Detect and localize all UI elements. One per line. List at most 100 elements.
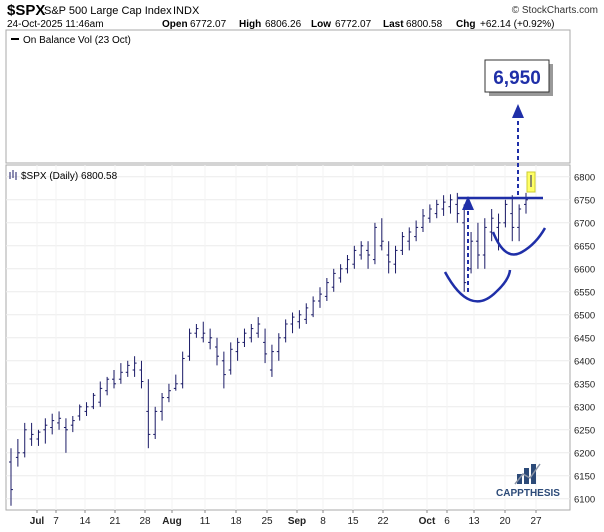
x-tick-label: Jul	[30, 516, 45, 527]
ohlc-bar	[166, 383, 171, 403]
annotation-layer: 6,950	[443, 59, 553, 303]
ohlc-bar	[132, 356, 137, 377]
y-tick-label: 6400	[574, 356, 595, 367]
ohlc-bar	[331, 268, 336, 292]
ohlc-bar	[215, 337, 219, 366]
index-name: S&P 500 Large Cap Index	[44, 5, 172, 17]
exchange: INDX	[173, 5, 200, 17]
ohlc-bar	[105, 376, 110, 396]
ohlc-bar	[524, 192, 528, 214]
ohlc-bar	[173, 374, 178, 391]
ohlc-bar	[9, 448, 13, 506]
y-tick-label: 6550	[574, 287, 595, 298]
watermark: © StockCharts.com	[512, 5, 598, 16]
y-tick-label: 6100	[574, 494, 595, 505]
y-tick-label: 6450	[574, 333, 595, 344]
ohlc-bar	[407, 227, 412, 251]
ohlc-bar	[77, 404, 82, 421]
ohlc-bar	[208, 328, 213, 350]
ohlc-bar	[228, 342, 233, 375]
x-tick-label: 8	[320, 516, 326, 527]
ohlc-bar	[50, 413, 55, 435]
ohlc-bar	[22, 422, 27, 458]
y-tick-label: 6250	[574, 425, 595, 436]
ohlc-bar	[414, 220, 419, 242]
ohlc-bar	[345, 255, 350, 274]
ohlc-bar	[249, 324, 254, 343]
target-box	[484, 59, 550, 93]
ohlc-bar	[338, 264, 343, 283]
ohlc-bar	[393, 245, 398, 274]
ohlc-bar	[160, 393, 165, 421]
ohlc-bar	[153, 406, 158, 439]
ohlc-bar	[235, 337, 240, 361]
low-label: Low	[311, 19, 331, 30]
ohlc-bar	[352, 245, 357, 269]
ohlc-bar	[386, 241, 391, 274]
cup-large-arc	[443, 269, 512, 303]
x-tick-label: Aug	[162, 516, 181, 527]
y-axis: 6100 6150 6200 6250 6300 6350 6400 6450 6500 6550…	[574, 172, 595, 505]
high-label: High	[239, 19, 261, 30]
open-label: Open	[162, 19, 188, 30]
ohlc-bar	[63, 418, 68, 453]
logo-text: CAPPTHESIS	[496, 488, 560, 499]
ohlc-bar	[118, 363, 123, 384]
ohlc-bar	[311, 296, 316, 318]
chg-label: Chg	[456, 19, 475, 30]
cup-small-arc	[491, 227, 547, 256]
x-tick-label: 27	[530, 516, 542, 527]
chg-value: +62.14 (+0.92%)	[480, 19, 555, 30]
y-tick-label: 6700	[574, 218, 595, 229]
x-tick-label: 28	[139, 516, 151, 527]
ohlc-bar	[98, 381, 103, 407]
ohlc-bar	[434, 199, 439, 219]
ohlc-bar	[510, 195, 515, 242]
price-legend-icon	[9, 170, 17, 180]
high-value: 6806.26	[265, 19, 302, 30]
x-tick-label: 25	[261, 516, 273, 527]
ohlc-bar	[372, 222, 377, 265]
ohlc-bar	[427, 204, 432, 223]
target-arrowhead	[512, 104, 524, 118]
y-tick-label: 6300	[574, 402, 595, 413]
ohlc-bar	[517, 204, 522, 242]
ohlc-bar	[43, 418, 48, 444]
x-tick-label: 7	[53, 516, 59, 527]
ohlc-bar	[304, 303, 309, 324]
ohlc-bar	[269, 344, 274, 377]
y-tick-label: 6750	[574, 195, 595, 206]
x-tick-label: 20	[499, 516, 511, 527]
ohlc-bar	[201, 321, 206, 343]
ohlc-bars	[9, 192, 528, 506]
y-tick-label: 6500	[574, 310, 595, 321]
ohlc-bar	[242, 328, 247, 347]
ohlc-bar	[283, 319, 288, 343]
y-tick-label: 6600	[574, 264, 595, 275]
ohlc-bar	[91, 393, 96, 410]
y-tick-label: 6650	[574, 241, 595, 252]
ohlc-bar	[489, 209, 494, 242]
y-tick-label: 6350	[574, 379, 595, 390]
last-label: Last	[383, 19, 404, 30]
ohlc-bar	[366, 241, 371, 269]
ohlc-bar	[469, 232, 474, 274]
ohlc-bar	[36, 429, 41, 446]
ohlc-bar	[482, 218, 487, 269]
open-value: 6772.07	[190, 19, 227, 30]
ohlc-bar	[276, 333, 281, 361]
y-tick-label: 6800	[574, 172, 595, 183]
ohlc-bar	[139, 360, 144, 389]
obv-legend: On Balance Vol (23 Oct)	[23, 35, 131, 46]
x-axis: Jul 7 14 21 28 Aug 11 18 25 Sep 8 15 22 Oct 6 13 20 27	[30, 510, 542, 527]
ohlc-bar	[503, 199, 508, 228]
ohlc-bar	[84, 402, 89, 416]
x-tick-label: 13	[468, 516, 480, 527]
y-tick-label: 6200	[574, 448, 595, 459]
ohlc-bar	[263, 328, 268, 364]
ohlc-bar	[462, 204, 467, 292]
ohlc-bar	[297, 310, 302, 329]
ohlc-bar	[180, 351, 185, 389]
grid-layer	[6, 165, 570, 510]
